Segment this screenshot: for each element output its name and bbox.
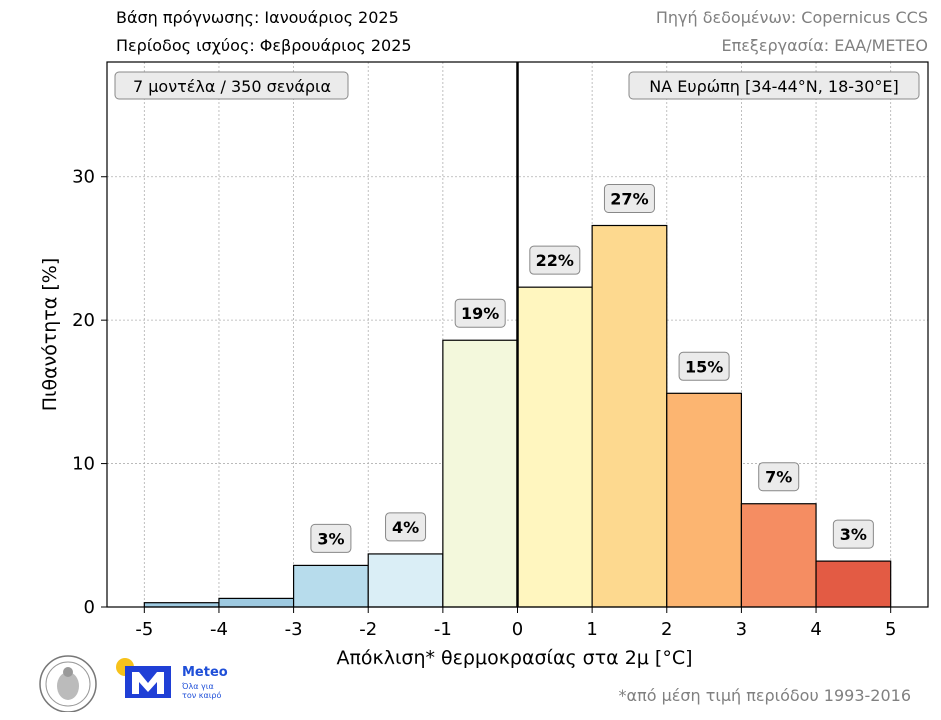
x-tick-label: 5 — [885, 619, 896, 640]
x-tick-label: 0 — [512, 619, 523, 640]
histogram-bar — [218, 597, 295, 608]
logos — [38, 652, 238, 713]
data-label-text: 22% — [536, 251, 574, 270]
data-label: 27% — [603, 184, 655, 213]
data-label-box — [758, 462, 800, 492]
data-source-label: Πηγή δεδομένων: Copernicus CCS — [655, 8, 928, 27]
forecast-base-label: Βάση πρόγνωσης: Ιανουάριος 2025 — [116, 8, 399, 27]
data-label-text: 27% — [610, 190, 648, 209]
data-label-text: 3% — [317, 529, 344, 548]
logo-graphics — [39, 655, 171, 713]
footnote: *από μέση τιμή περιόδου 1993-2016 — [618, 686, 911, 705]
data-label-text: 7% — [765, 468, 792, 487]
x-tick-label: 1 — [586, 619, 597, 640]
data-label-box — [603, 184, 655, 213]
data-label: 3% — [832, 519, 874, 549]
histogram-bar — [442, 339, 519, 608]
histogram-bar — [143, 602, 220, 608]
data-label: 7% — [758, 462, 800, 492]
meteo-logo-icon — [116, 658, 171, 698]
histogram-bar — [740, 503, 817, 608]
histogram-bar — [367, 553, 444, 608]
data-label-text: 19% — [461, 304, 499, 323]
y-tick-label: 0 — [84, 597, 95, 618]
models-annotation-text: 7 μοντέλα / 350 σενάρια — [133, 77, 331, 96]
histogram-bar — [815, 560, 892, 608]
models-annotation-box — [114, 71, 349, 100]
meteo-label: Meteo — [182, 665, 228, 680]
data-label: 4% — [385, 512, 427, 542]
data-label-box — [310, 523, 352, 553]
histogram-bar — [591, 224, 668, 608]
data-label-text: 4% — [392, 518, 419, 537]
y-tick-label: 20 — [72, 310, 95, 331]
data-label-box — [678, 351, 730, 381]
histogram-bar — [292, 564, 369, 608]
meteo-tagline: Όλα για τον καιρό — [182, 682, 221, 700]
data-label-box — [832, 519, 874, 549]
region-annotation-box — [628, 71, 920, 100]
x-tick-label: -3 — [285, 619, 303, 640]
x-tick-label: -1 — [434, 619, 452, 640]
data-label: 3% — [310, 523, 352, 553]
region-annotation: ΝΑ Ευρώπη [34-44°N, 18-30°E] — [628, 71, 920, 100]
histogram-bar — [666, 392, 743, 608]
x-tick-label: -5 — [135, 619, 153, 640]
x-tick-label: 4 — [810, 619, 821, 640]
x-tick-label: 3 — [736, 619, 747, 640]
data-label-text: 15% — [685, 357, 723, 376]
histogram-bar — [516, 286, 593, 608]
meteo-tagline-2: τον καιρό — [182, 691, 222, 700]
processing-label: Επεξεργασία: ΕΑΑ/ΜΕΤΕΟ — [721, 36, 929, 55]
x-tick-label: -4 — [210, 619, 228, 640]
data-label-box — [385, 512, 427, 542]
data-label: 22% — [529, 245, 581, 275]
y-tick-label: 30 — [72, 167, 95, 188]
observatory-seal-icon — [39, 655, 97, 713]
region-annotation-text: ΝΑ Ευρώπη [34-44°N, 18-30°E] — [649, 77, 899, 96]
x-tick-label: -2 — [359, 619, 377, 640]
meteo-tagline-1: Όλα για — [182, 682, 214, 691]
valid-period-label: Περίοδος ισχύος: Φεβρουάριος 2025 — [116, 36, 412, 55]
y-tick-label: 10 — [72, 454, 95, 475]
x-axis-label: Απόκλιση* θερμοκρασίας στα 2μ [°C] — [336, 647, 692, 669]
data-label-box — [454, 298, 506, 328]
data-label: 15% — [678, 351, 730, 381]
models-annotation: 7 μοντέλα / 350 σενάρια — [114, 71, 349, 100]
y-axis-label: Πιθανότητα [%] — [39, 258, 61, 411]
x-tick-label: 2 — [661, 619, 672, 640]
data-label: 19% — [454, 298, 506, 328]
data-label-box — [529, 245, 581, 275]
data-label-text: 3% — [840, 525, 867, 544]
